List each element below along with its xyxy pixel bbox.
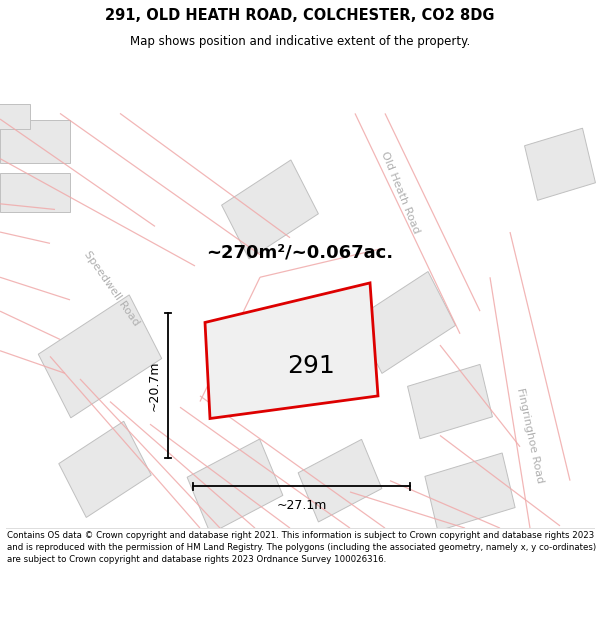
Polygon shape xyxy=(425,453,515,531)
Text: Contains OS data © Crown copyright and database right 2021. This information is : Contains OS data © Crown copyright and d… xyxy=(7,531,596,564)
Polygon shape xyxy=(407,364,493,439)
Text: Map shows position and indicative extent of the property.: Map shows position and indicative extent… xyxy=(130,34,470,48)
Text: 291, OLD HEATH ROAD, COLCHESTER, CO2 8DG: 291, OLD HEATH ROAD, COLCHESTER, CO2 8DG xyxy=(105,8,495,23)
Polygon shape xyxy=(221,160,319,259)
Polygon shape xyxy=(0,173,70,213)
Polygon shape xyxy=(205,283,378,419)
Text: Speedwell Road: Speedwell Road xyxy=(82,249,142,328)
Text: Fingringhoe Road: Fingringhoe Road xyxy=(515,387,545,484)
Polygon shape xyxy=(0,120,70,163)
Text: ~20.7m: ~20.7m xyxy=(148,361,161,411)
Text: Old Heath Road: Old Heath Road xyxy=(379,150,421,235)
Polygon shape xyxy=(38,295,162,418)
Polygon shape xyxy=(524,128,595,201)
Polygon shape xyxy=(59,421,151,518)
Text: 291: 291 xyxy=(287,354,335,378)
Text: ~270m²/~0.067ac.: ~270m²/~0.067ac. xyxy=(206,243,394,261)
Text: ~27.1m: ~27.1m xyxy=(277,499,326,512)
Polygon shape xyxy=(355,271,455,373)
Polygon shape xyxy=(187,439,283,534)
Polygon shape xyxy=(298,439,382,522)
Polygon shape xyxy=(0,104,30,129)
